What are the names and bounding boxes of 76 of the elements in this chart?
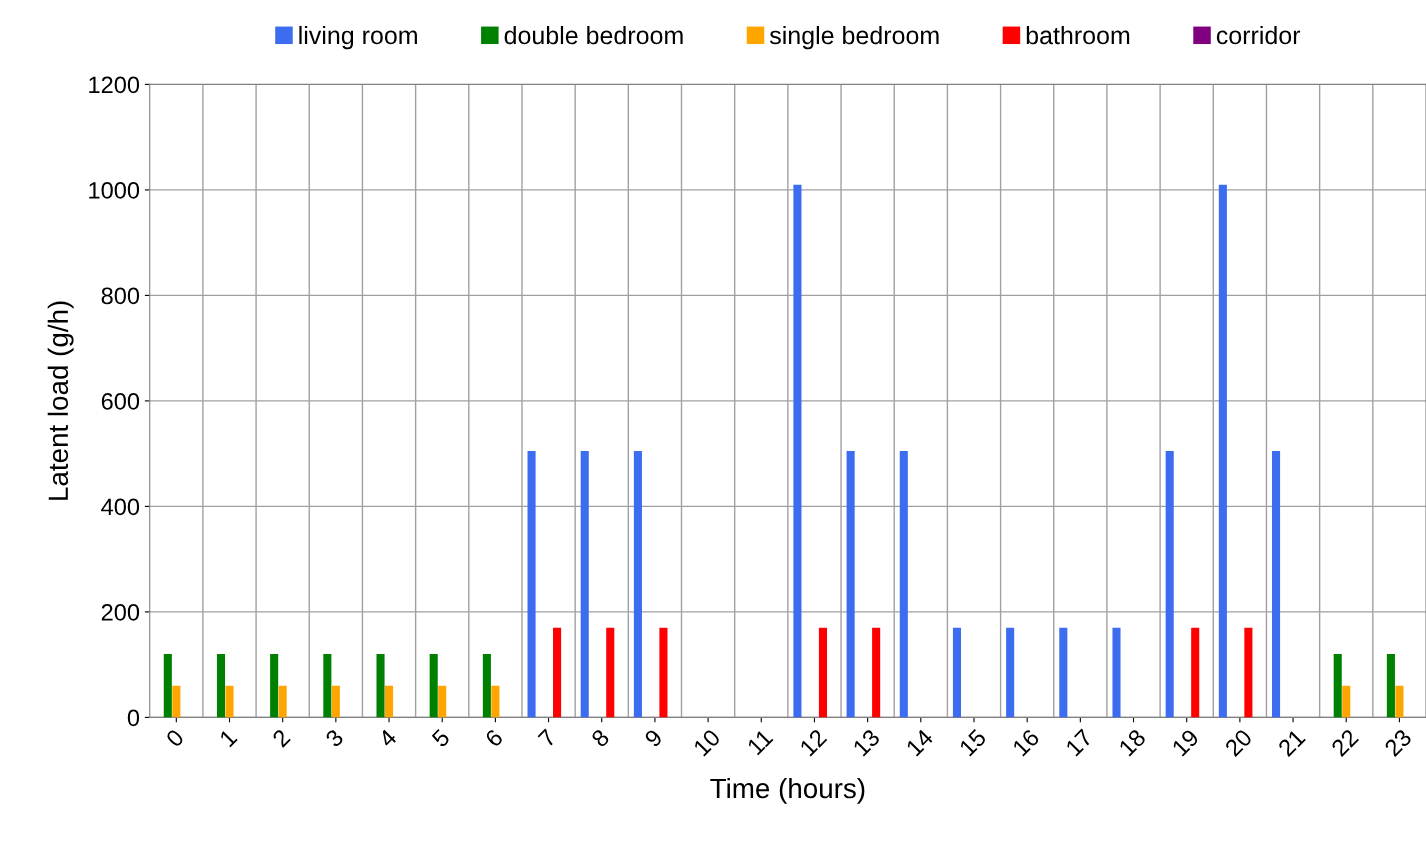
x-tick-label: 3: [324, 728, 345, 749]
bar: [482, 654, 491, 718]
x-tick-label: 7: [537, 728, 557, 748]
x-tick-label: 1: [218, 728, 238, 748]
bar: [270, 654, 279, 718]
bar: [606, 627, 615, 718]
y-tick-label: 200: [101, 603, 140, 621]
bar: [527, 451, 536, 718]
bar: [384, 685, 394, 718]
x-tick-label: 20: [1224, 728, 1253, 758]
bar: [659, 627, 668, 718]
bar: [429, 654, 438, 718]
legend-label: bathroom: [1026, 25, 1130, 45]
bar: [331, 685, 340, 718]
bar: [952, 627, 962, 718]
x-tick-label: 6: [484, 728, 504, 748]
bar: [172, 685, 181, 718]
bar: [1272, 451, 1281, 718]
bar: [633, 451, 642, 718]
bar: [491, 685, 500, 718]
y-tick-label: 400: [101, 498, 140, 516]
x-axis-title: Time (hours): [710, 777, 865, 804]
x-tick-label: 4: [377, 728, 398, 749]
bar: [1006, 627, 1015, 718]
bar: [278, 685, 287, 718]
bar: [323, 654, 332, 718]
bar: [1112, 627, 1121, 718]
y-tick-label: 1200: [89, 76, 140, 94]
x-tick-label: 18: [1118, 728, 1147, 757]
bar: [1342, 685, 1351, 718]
bar: [438, 685, 447, 718]
bar: [1218, 184, 1227, 718]
bar: [225, 685, 234, 718]
x-tick-label: 9: [643, 728, 664, 748]
x-tick-label: 16: [1011, 728, 1041, 757]
x-tick-label: 22: [1330, 728, 1359, 757]
x-tick-label: 11: [746, 728, 774, 756]
bar: [872, 627, 881, 718]
bar: [376, 654, 385, 718]
bar: [899, 451, 908, 718]
x-tick-label: 14: [905, 728, 934, 757]
x-tick-label: 10: [692, 728, 722, 757]
bar: [1244, 627, 1253, 718]
bar: [793, 184, 802, 718]
legend-label: single bedroom: [769, 25, 939, 50]
x-tick-label: 21: [1277, 728, 1306, 757]
x-tick-label: 8: [590, 728, 611, 748]
x-tick-label: 17: [1065, 728, 1094, 757]
bar: [1333, 654, 1342, 718]
bar: [1386, 654, 1395, 718]
legend-label: double bedroom: [504, 25, 683, 45]
bar: [553, 627, 562, 718]
x-tick-label: 23: [1383, 728, 1413, 758]
x-tick-label: 12: [799, 728, 828, 757]
bar: [1165, 451, 1174, 718]
x-tick-label: 0: [164, 728, 185, 749]
y-axis-title: Latent load (g/h): [47, 301, 74, 500]
y-tick-label: 1000: [89, 181, 140, 199]
bar: [846, 451, 855, 718]
bar: [163, 654, 172, 718]
x-tick-label: 13: [852, 728, 881, 757]
legend-label: living room: [299, 25, 417, 50]
y-tick-label: 800: [101, 287, 140, 305]
x-tick-label: 19: [1171, 728, 1200, 757]
bar: [580, 451, 589, 718]
x-tick-label: 2: [271, 728, 291, 748]
x-tick-label: 15: [958, 728, 988, 757]
bar: [1395, 685, 1404, 718]
legend-label: corridor: [1216, 25, 1301, 45]
y-tick-label: 0: [127, 709, 140, 727]
bar: [1059, 627, 1068, 718]
bar: [1191, 627, 1200, 718]
bar: [216, 654, 226, 718]
y-tick-label: 600: [101, 392, 140, 410]
x-tick-label: 5: [431, 728, 451, 748]
bar: [818, 627, 827, 718]
